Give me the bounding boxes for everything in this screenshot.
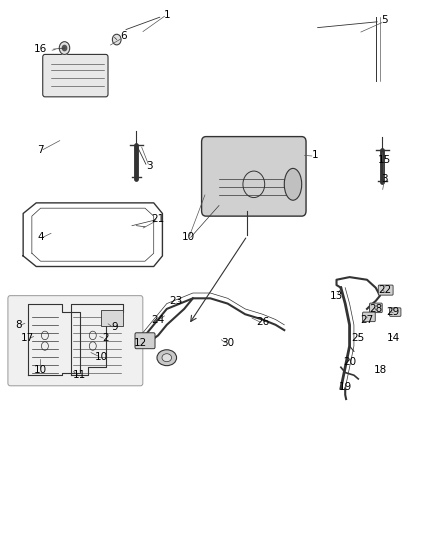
Text: 30: 30 xyxy=(221,338,234,349)
Text: 5: 5 xyxy=(381,15,388,25)
Text: 4: 4 xyxy=(37,232,44,243)
Text: 21: 21 xyxy=(152,214,165,224)
Circle shape xyxy=(62,45,67,51)
Text: 23: 23 xyxy=(169,296,182,306)
Text: 17: 17 xyxy=(21,333,34,343)
Text: 29: 29 xyxy=(386,306,400,317)
FancyBboxPatch shape xyxy=(135,333,155,349)
Text: 20: 20 xyxy=(343,357,356,367)
Text: 11: 11 xyxy=(73,370,86,380)
Text: 15: 15 xyxy=(378,156,391,165)
FancyBboxPatch shape xyxy=(390,308,401,317)
Text: 10: 10 xyxy=(182,232,195,243)
Ellipse shape xyxy=(162,354,172,362)
Text: 27: 27 xyxy=(360,314,374,325)
Ellipse shape xyxy=(284,168,302,200)
Text: 14: 14 xyxy=(386,333,400,343)
Circle shape xyxy=(59,42,70,54)
FancyBboxPatch shape xyxy=(8,296,143,386)
FancyBboxPatch shape xyxy=(370,303,382,313)
Text: 19: 19 xyxy=(339,382,352,392)
Text: 28: 28 xyxy=(369,304,382,314)
Text: 26: 26 xyxy=(256,317,269,327)
Text: 3: 3 xyxy=(381,174,388,184)
FancyBboxPatch shape xyxy=(363,312,375,321)
Ellipse shape xyxy=(157,350,177,366)
Text: 3: 3 xyxy=(146,161,153,171)
Text: 16: 16 xyxy=(34,44,47,54)
Bar xyxy=(102,310,123,326)
Text: 18: 18 xyxy=(374,365,387,375)
Text: 13: 13 xyxy=(330,290,343,301)
Text: 2: 2 xyxy=(102,333,109,343)
FancyBboxPatch shape xyxy=(201,136,306,216)
Text: 12: 12 xyxy=(134,338,147,349)
Text: 8: 8 xyxy=(15,320,22,330)
Text: 24: 24 xyxy=(152,314,165,325)
Text: 10: 10 xyxy=(34,365,47,375)
FancyBboxPatch shape xyxy=(378,285,393,295)
Text: 7: 7 xyxy=(37,145,44,155)
Text: 1: 1 xyxy=(311,150,318,160)
Text: 22: 22 xyxy=(378,285,391,295)
Circle shape xyxy=(113,34,121,45)
Text: 25: 25 xyxy=(352,333,365,343)
Text: 6: 6 xyxy=(120,31,127,41)
Text: 9: 9 xyxy=(111,322,118,333)
Text: 10: 10 xyxy=(95,352,108,361)
Text: 1: 1 xyxy=(163,10,170,20)
FancyBboxPatch shape xyxy=(43,54,108,97)
